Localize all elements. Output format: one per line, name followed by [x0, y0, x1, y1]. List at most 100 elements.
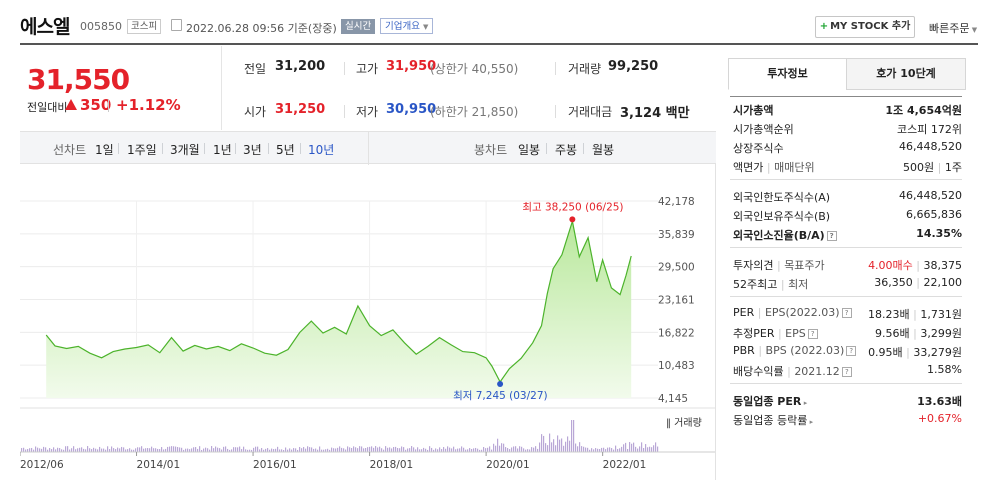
amount-value: 3,124 백만 — [620, 102, 690, 121]
volume-bar — [265, 448, 267, 452]
volume-bar — [37, 447, 39, 452]
tab-monthly[interactable]: 월봉 — [592, 143, 615, 157]
volume-bar — [619, 448, 621, 452]
divider — [368, 132, 369, 165]
tab-1w[interactable]: 1주일 — [127, 143, 157, 157]
volume-bar — [475, 447, 477, 452]
help-icon[interactable]: ? — [846, 346, 857, 356]
tab-order-book[interactable]: 호가 10단계 — [846, 58, 966, 90]
volume-bar — [81, 447, 83, 452]
tab-10y[interactable]: 10년 — [308, 143, 335, 157]
info-value-text: 36,350 — [874, 276, 913, 289]
volume-bar — [601, 447, 603, 452]
info-value-text: +0.67% — [917, 412, 962, 425]
tab-investment-info[interactable]: 투자정보 — [728, 58, 847, 90]
volume-bar — [211, 446, 213, 452]
volume-bar — [311, 447, 313, 452]
info-row: 외국인한도주식수(A) 46,448,520 — [730, 187, 962, 205]
price-chart[interactable]: 42,178 35,839 29,500 23,161 16,822 10,483 4,14… — [19, 164, 716, 480]
info-value: +0.67% — [918, 412, 962, 425]
volume-bar — [455, 449, 457, 452]
volume-bar — [201, 449, 203, 452]
volume-bar — [69, 449, 71, 452]
help-icon[interactable]: ? — [807, 329, 818, 339]
info-label-text: 시가총액순위 — [733, 123, 794, 136]
volume-bar — [189, 449, 191, 452]
divider: | — [934, 161, 945, 174]
info-label: 52주최고 | 최저 — [733, 276, 808, 292]
chevron-right-icon[interactable]: ▸ — [801, 399, 808, 407]
divider — [555, 105, 556, 118]
price-line — [45, 221, 632, 384]
divider — [268, 143, 269, 154]
volume-bar — [373, 447, 375, 452]
price-summary: 31,550 전일대비 350 +1.12% — [20, 46, 222, 130]
volume-bar — [531, 447, 533, 452]
lower-limit: (하한가 21,850) — [430, 105, 519, 119]
tab-weekly[interactable]: 주봉 — [555, 143, 578, 157]
info-value: 코스피 172위 — [897, 121, 962, 137]
section-divider — [730, 179, 962, 180]
volume-bar — [105, 449, 107, 452]
volume-bar — [259, 449, 261, 452]
tab-3y[interactable]: 3년 — [243, 143, 262, 157]
divider — [300, 143, 301, 154]
volume-bar — [587, 447, 589, 452]
help-icon[interactable]: ? — [841, 308, 852, 318]
volume-bar — [263, 449, 265, 452]
volume-bar — [491, 449, 493, 452]
volume-bar — [499, 445, 501, 452]
company-overview-button[interactable]: 기업개요 ▼ — [380, 18, 434, 34]
help-icon[interactable]: ? — [826, 231, 837, 241]
volume-bar — [643, 447, 645, 452]
volume-bar — [483, 447, 485, 452]
volume-bar — [47, 449, 49, 452]
volume-bar — [593, 449, 595, 452]
chevron-right-icon[interactable]: ▸ — [807, 418, 814, 426]
volume-bar — [347, 446, 349, 452]
info-label-text: 외국인한도주식수(A) — [733, 191, 831, 204]
realtime-button[interactable]: 실시간 — [341, 19, 376, 34]
info-sublabel: EPS(2022.03) — [764, 306, 840, 319]
market-badge: 코스피 — [127, 19, 162, 34]
volume-bar — [495, 445, 497, 452]
tab-1d[interactable]: 1일 — [95, 143, 114, 157]
high-label: 고가 — [356, 62, 379, 76]
volume-bar — [235, 447, 237, 452]
info-row: 추정PER | EPS? 9.56배 | 3,299원 — [730, 323, 962, 341]
section-divider — [730, 247, 962, 248]
volume-bar — [199, 446, 201, 452]
volume-bar — [393, 446, 395, 452]
volume-bar — [269, 449, 271, 452]
volume-bar — [539, 442, 541, 452]
volume-bar — [285, 447, 287, 452]
tab-1y[interactable]: 1년 — [213, 143, 232, 157]
tab-5y[interactable]: 5년 — [276, 143, 295, 157]
volume-bar — [331, 447, 333, 452]
volume-bar — [555, 445, 557, 452]
my-stock-add-button[interactable]: + MY STOCK 추가 — [815, 16, 915, 38]
tab-3m[interactable]: 3개월 — [170, 143, 200, 157]
info-row: 52주최고 | 최저 36,350 | 22,100 — [730, 274, 962, 292]
volume-bar — [525, 449, 527, 452]
volume-bar — [135, 448, 137, 452]
help-icon[interactable]: ? — [841, 367, 852, 377]
volume-bar — [251, 449, 253, 452]
info-row: 상장주식수 46,448,520 — [730, 138, 962, 156]
tab-daily[interactable]: 일봉 — [518, 143, 541, 157]
volume-bar — [237, 447, 239, 452]
volume-bar — [191, 448, 193, 452]
quick-order-button[interactable]: 빠른주문 ▼ — [929, 20, 977, 36]
line-chart-label: 선차트 — [53, 143, 87, 157]
volume-bar — [511, 447, 513, 452]
volume-bar — [579, 442, 581, 452]
company-overview-label: 기업개요 — [385, 21, 420, 32]
volume-bar — [401, 446, 403, 452]
volume-bar — [57, 447, 59, 452]
volume-bar — [461, 446, 463, 452]
volume-bar — [477, 448, 479, 452]
volume-bar — [207, 448, 209, 452]
volume-bar — [187, 448, 189, 452]
volume-bar — [101, 448, 103, 452]
info-value-text: 13.63배 — [917, 395, 962, 408]
